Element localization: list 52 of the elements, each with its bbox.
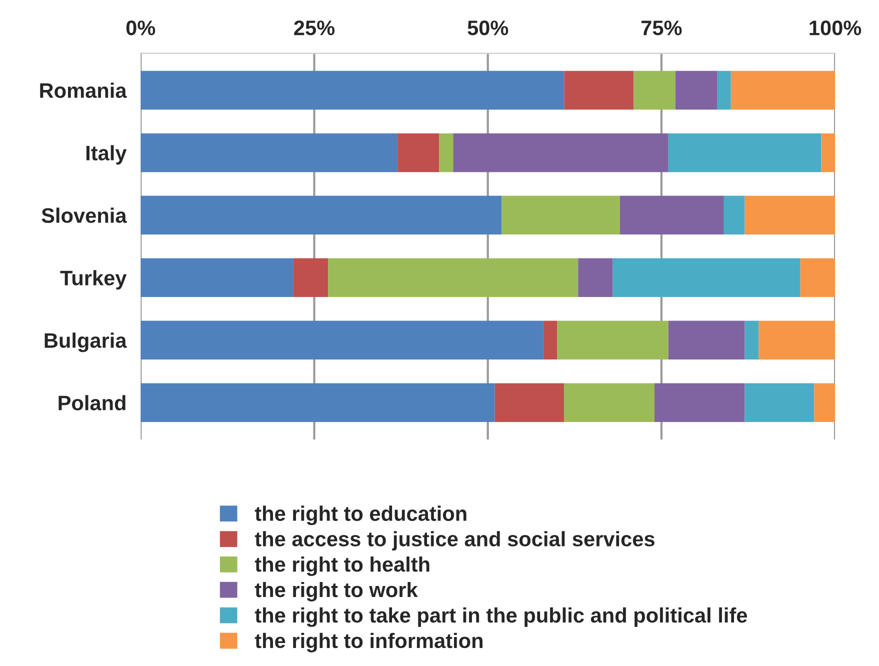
bar [140, 383, 495, 422]
bar [744, 320, 759, 360]
y-tick-label: Poland [58, 395, 126, 410]
bar [140, 320, 544, 360]
y-tick-label: Italy [86, 145, 127, 165]
bar [140, 133, 398, 172]
bar [564, 70, 634, 110]
bar [398, 133, 440, 172]
bar [543, 320, 558, 360]
bar [717, 70, 731, 110]
legend-label: the right to work [254, 582, 418, 602]
x-tick-label: 0% [126, 20, 156, 36]
bar [557, 320, 668, 360]
y-tick-label: Slovenia [42, 208, 127, 223]
bar [494, 383, 564, 422]
legend-label: the right to education [254, 506, 466, 526]
x-tick-label: 100% [810, 20, 862, 36]
legend-label: the right to take part in the public and political life [254, 607, 748, 627]
bar [453, 133, 668, 172]
bar [744, 196, 836, 235]
bar [502, 196, 620, 235]
legend-label: the access to justice and social services [254, 531, 654, 551]
bar [634, 70, 676, 110]
bar [564, 383, 655, 422]
bar [668, 133, 822, 172]
x-tick-label: 50% [468, 20, 508, 36]
y-tick-label: Romania [40, 82, 127, 98]
bar [758, 320, 836, 360]
x-tick-label: 75% [641, 20, 682, 36]
legend-label: the right to information [254, 632, 482, 652]
bar [140, 196, 502, 235]
bar [439, 133, 454, 172]
bar [724, 196, 745, 235]
y-tick-label: Bulgaria [44, 332, 127, 352]
bar [612, 258, 800, 298]
bar [578, 258, 613, 298]
bar [140, 70, 564, 110]
bar [328, 258, 578, 298]
bar [654, 383, 745, 422]
bar [668, 320, 745, 360]
bar [800, 258, 836, 298]
bar [821, 133, 836, 172]
y-tick-label: Turkey [60, 270, 127, 290]
bar [293, 258, 328, 298]
legend-label: the right to health [254, 556, 430, 576]
bar [814, 383, 836, 422]
bar [730, 70, 836, 110]
bar [675, 70, 717, 110]
bar [140, 258, 294, 298]
x-tick-label: 25% [294, 20, 335, 36]
bar [744, 383, 814, 422]
bar [620, 196, 724, 235]
